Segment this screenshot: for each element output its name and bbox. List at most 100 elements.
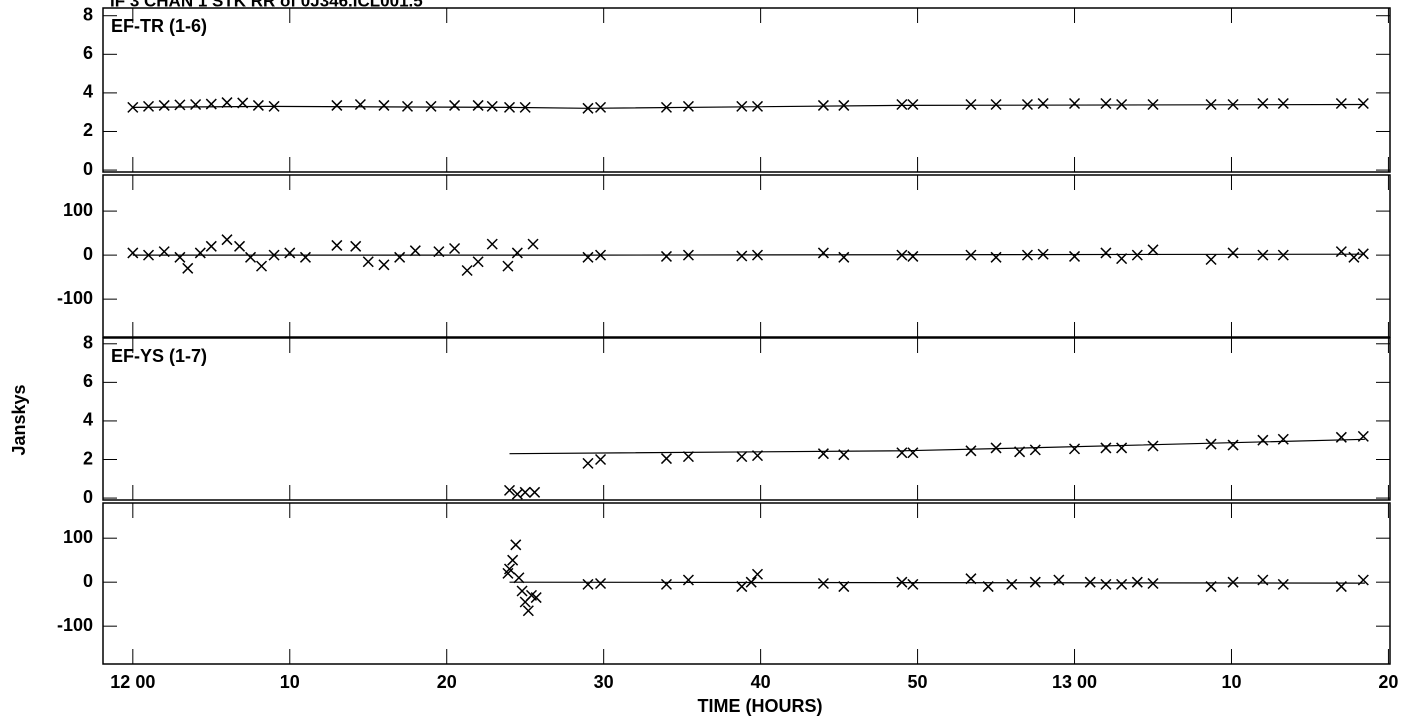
data-point bbox=[907, 578, 919, 590]
data-point bbox=[530, 592, 542, 604]
data-point bbox=[519, 486, 531, 498]
data-point bbox=[1100, 247, 1112, 259]
data-point bbox=[529, 486, 541, 498]
data-point bbox=[394, 251, 406, 263]
data-point bbox=[990, 98, 1002, 111]
data-point bbox=[503, 484, 516, 496]
data-point bbox=[1257, 249, 1269, 261]
data-point bbox=[255, 260, 268, 272]
data-point bbox=[527, 238, 539, 250]
data-point bbox=[472, 99, 484, 111]
y-tick-label: 6 bbox=[83, 43, 93, 63]
data-point bbox=[425, 100, 437, 112]
data-point bbox=[990, 442, 1002, 454]
data-point bbox=[252, 99, 264, 111]
data-point bbox=[142, 100, 155, 112]
data-point bbox=[1068, 443, 1081, 455]
data-point bbox=[1147, 577, 1159, 590]
y-tick-label: 8 bbox=[83, 333, 93, 353]
x-tick-label: 12 00 bbox=[110, 672, 155, 692]
model-line bbox=[132, 253, 1365, 256]
data-point bbox=[582, 578, 594, 590]
data-point bbox=[502, 260, 514, 272]
data-point bbox=[965, 98, 977, 111]
y-tick-label: 0 bbox=[83, 487, 93, 507]
data-point bbox=[1335, 246, 1347, 258]
data-point bbox=[1205, 438, 1217, 450]
panel bbox=[102, 7, 1391, 173]
data-point bbox=[595, 453, 607, 466]
data-point bbox=[284, 247, 296, 259]
data-point bbox=[817, 247, 829, 259]
data-point bbox=[234, 240, 246, 252]
data-point bbox=[449, 99, 461, 111]
data-point bbox=[817, 577, 829, 590]
plot-frame bbox=[102, 174, 1391, 338]
plot-frame bbox=[102, 337, 1391, 501]
data-point bbox=[1131, 249, 1143, 261]
data-point bbox=[1257, 434, 1269, 446]
data-point bbox=[503, 563, 516, 575]
data-point bbox=[965, 573, 977, 585]
data-point bbox=[751, 568, 764, 580]
data-point bbox=[449, 242, 461, 255]
data-point bbox=[1068, 250, 1081, 262]
y-tick-label: -100 bbox=[57, 288, 93, 308]
panel bbox=[102, 502, 1391, 665]
data-point bbox=[682, 451, 694, 463]
data-point bbox=[1037, 97, 1049, 110]
y-tick-label: 8 bbox=[83, 4, 93, 24]
data-point bbox=[245, 251, 257, 263]
data-point bbox=[1116, 253, 1128, 265]
data-point bbox=[507, 554, 519, 566]
data-point bbox=[205, 98, 217, 110]
panel-label: EF-TR (1-6) bbox=[111, 16, 207, 36]
data-point bbox=[299, 251, 311, 263]
data-point bbox=[1227, 247, 1239, 259]
data-point bbox=[510, 539, 522, 551]
data-point bbox=[182, 262, 194, 274]
data-point bbox=[486, 100, 498, 112]
x-tick-label: 50 bbox=[908, 672, 928, 692]
data-point bbox=[1084, 576, 1096, 588]
data-point bbox=[511, 247, 523, 259]
data-point bbox=[1131, 576, 1143, 588]
data-point bbox=[736, 451, 748, 463]
data-point bbox=[205, 240, 217, 252]
x-tick-label: 30 bbox=[594, 672, 614, 692]
data-point bbox=[582, 457, 594, 469]
data-point bbox=[409, 245, 421, 257]
data-point bbox=[1277, 249, 1289, 261]
data-point bbox=[660, 578, 672, 590]
data-point bbox=[221, 234, 233, 246]
data-point bbox=[660, 453, 672, 465]
data-point bbox=[595, 101, 607, 113]
data-point bbox=[595, 577, 607, 590]
data-point bbox=[965, 445, 977, 457]
data-point bbox=[362, 256, 374, 268]
y-tick-label: 100 bbox=[63, 200, 93, 220]
panel bbox=[102, 174, 1391, 338]
data-point bbox=[1053, 574, 1065, 586]
data-point bbox=[736, 250, 748, 262]
x-tick-label: 13 00 bbox=[1052, 672, 1097, 692]
data-point bbox=[1021, 98, 1033, 111]
data-point bbox=[1100, 578, 1112, 590]
data-point bbox=[896, 98, 908, 111]
panel-label: EF-YS (1-7) bbox=[111, 346, 207, 366]
x-tick-label: 10 bbox=[1221, 672, 1241, 692]
data-point bbox=[350, 240, 362, 252]
data-point bbox=[1029, 444, 1041, 456]
data-point bbox=[582, 251, 594, 263]
y-tick-label: 0 bbox=[83, 244, 93, 264]
data-point bbox=[1277, 578, 1289, 590]
y-tick-label: 4 bbox=[83, 410, 93, 430]
y-tick-label: 2 bbox=[83, 120, 93, 140]
data-point bbox=[1116, 442, 1128, 454]
data-point bbox=[127, 247, 139, 259]
data-point bbox=[486, 238, 498, 250]
data-point bbox=[1357, 97, 1369, 110]
data-point bbox=[1335, 97, 1347, 110]
data-point bbox=[1227, 576, 1239, 588]
